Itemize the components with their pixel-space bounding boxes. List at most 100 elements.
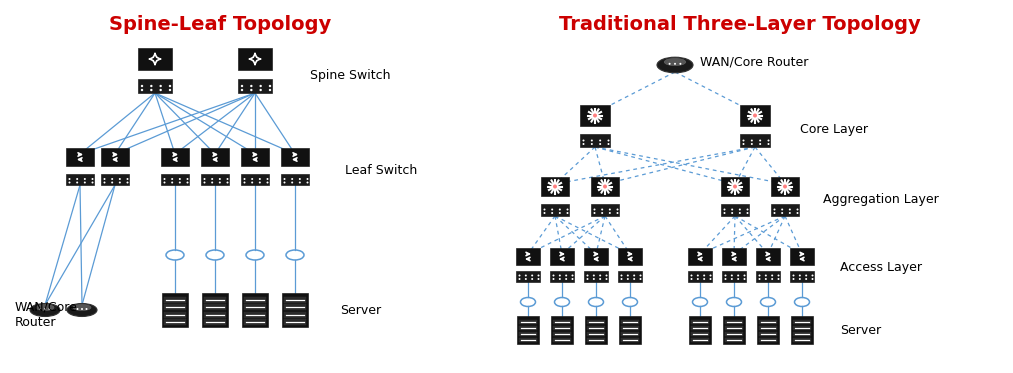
FancyBboxPatch shape (519, 326, 537, 330)
Circle shape (91, 182, 93, 184)
Circle shape (751, 140, 753, 141)
Circle shape (738, 212, 741, 214)
Circle shape (544, 212, 545, 214)
Circle shape (751, 143, 753, 145)
Circle shape (733, 185, 737, 188)
Circle shape (811, 278, 813, 280)
FancyBboxPatch shape (553, 338, 571, 342)
Circle shape (84, 178, 86, 180)
FancyBboxPatch shape (688, 248, 712, 265)
FancyBboxPatch shape (725, 338, 743, 342)
Circle shape (599, 278, 601, 280)
Circle shape (680, 63, 682, 65)
Circle shape (768, 140, 770, 141)
Circle shape (747, 209, 749, 210)
FancyBboxPatch shape (244, 319, 266, 325)
FancyBboxPatch shape (161, 173, 189, 185)
Circle shape (150, 89, 153, 91)
Circle shape (525, 275, 527, 276)
Circle shape (778, 275, 779, 276)
Circle shape (639, 275, 641, 276)
Circle shape (250, 85, 252, 87)
FancyBboxPatch shape (66, 148, 94, 166)
FancyBboxPatch shape (138, 79, 172, 93)
Circle shape (103, 178, 105, 180)
Circle shape (266, 182, 268, 184)
Circle shape (40, 308, 42, 310)
Text: Core Layer: Core Layer (800, 123, 868, 137)
Circle shape (571, 278, 573, 280)
Circle shape (627, 278, 629, 280)
FancyBboxPatch shape (689, 316, 711, 344)
FancyBboxPatch shape (580, 134, 610, 147)
Circle shape (219, 178, 221, 180)
Circle shape (744, 278, 746, 280)
FancyBboxPatch shape (771, 204, 799, 216)
Circle shape (759, 140, 761, 141)
Circle shape (582, 140, 585, 141)
Circle shape (774, 212, 776, 214)
Circle shape (599, 143, 601, 145)
FancyBboxPatch shape (721, 177, 749, 196)
Circle shape (743, 140, 745, 141)
FancyBboxPatch shape (242, 293, 268, 327)
FancyBboxPatch shape (790, 271, 814, 282)
Circle shape (551, 209, 553, 210)
Circle shape (606, 278, 608, 280)
Circle shape (559, 278, 561, 280)
FancyBboxPatch shape (793, 338, 811, 342)
FancyBboxPatch shape (793, 320, 811, 324)
FancyBboxPatch shape (541, 177, 569, 196)
Circle shape (204, 182, 206, 184)
Circle shape (599, 275, 601, 276)
FancyBboxPatch shape (282, 293, 308, 327)
Circle shape (552, 278, 554, 280)
Circle shape (531, 278, 533, 280)
FancyBboxPatch shape (757, 316, 779, 344)
Circle shape (771, 278, 773, 280)
Circle shape (538, 278, 540, 280)
Circle shape (76, 178, 78, 180)
Circle shape (49, 308, 51, 310)
Circle shape (251, 178, 253, 180)
Circle shape (594, 212, 596, 214)
Circle shape (730, 278, 732, 280)
FancyBboxPatch shape (281, 173, 309, 185)
FancyBboxPatch shape (241, 148, 269, 166)
Circle shape (759, 278, 761, 280)
Circle shape (737, 275, 739, 276)
Circle shape (179, 178, 181, 180)
Circle shape (186, 178, 188, 180)
Circle shape (617, 209, 619, 210)
Ellipse shape (67, 304, 97, 317)
Circle shape (243, 182, 245, 184)
FancyBboxPatch shape (756, 248, 780, 265)
Circle shape (259, 89, 262, 91)
Circle shape (291, 182, 293, 184)
FancyBboxPatch shape (553, 320, 571, 324)
Ellipse shape (665, 59, 686, 66)
Circle shape (703, 278, 705, 280)
Circle shape (141, 85, 143, 87)
FancyBboxPatch shape (691, 326, 709, 330)
FancyBboxPatch shape (591, 177, 619, 196)
Circle shape (299, 182, 301, 184)
FancyBboxPatch shape (516, 271, 540, 282)
FancyBboxPatch shape (725, 332, 743, 336)
Circle shape (594, 209, 596, 210)
FancyBboxPatch shape (791, 316, 813, 344)
Circle shape (765, 278, 767, 280)
FancyBboxPatch shape (587, 332, 605, 336)
Circle shape (266, 178, 268, 180)
Circle shape (697, 278, 699, 280)
FancyBboxPatch shape (723, 316, 745, 344)
Circle shape (227, 182, 229, 184)
Text: Server: Server (840, 323, 881, 336)
Circle shape (765, 275, 767, 276)
Circle shape (544, 209, 545, 210)
Circle shape (186, 182, 188, 184)
Circle shape (241, 89, 243, 91)
Circle shape (565, 278, 567, 280)
Circle shape (731, 209, 733, 210)
FancyBboxPatch shape (241, 173, 269, 185)
